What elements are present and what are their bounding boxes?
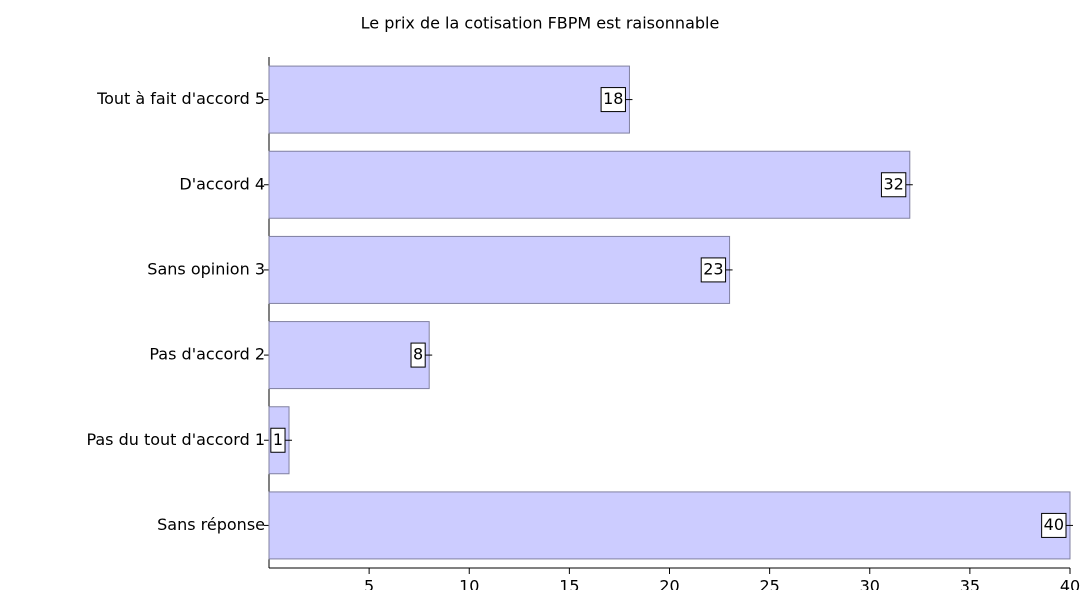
value-label-box	[700, 257, 727, 283]
x-tick-label: 10	[459, 577, 479, 590]
value-label-box	[410, 342, 426, 368]
value-label: 1	[273, 430, 283, 449]
bar	[268, 491, 1071, 560]
value-label-box	[600, 87, 626, 113]
x-tick-label: 15	[559, 577, 579, 590]
x-tick-label: 20	[659, 577, 679, 590]
value-label-box	[270, 427, 286, 453]
x-tick-label: 35	[960, 577, 980, 590]
y-tick-label: D'accord 4	[179, 174, 265, 193]
value-label-box	[880, 172, 907, 198]
bar	[268, 321, 430, 390]
y-tick-label: Sans opinion 3	[147, 259, 265, 278]
bar	[268, 65, 630, 134]
value-label: 23	[703, 259, 723, 278]
y-tick-label: Pas du tout d'accord 1	[86, 430, 265, 449]
bar	[268, 150, 911, 219]
value-label: 32	[883, 174, 903, 193]
value-label: 40	[1044, 515, 1064, 534]
x-tick-label: 30	[860, 577, 880, 590]
chart-title: Le prix de la cotisation FBPM est raison…	[361, 14, 720, 33]
value-label: 18	[603, 89, 623, 108]
x-tick-label: 25	[759, 577, 779, 590]
y-tick-label: Pas d'accord 2	[149, 345, 265, 364]
bar	[268, 235, 731, 304]
value-label: 8	[413, 345, 423, 364]
y-tick-label: Tout à fait d'accord 5	[96, 89, 265, 108]
x-tick-label: 40	[1060, 577, 1080, 590]
value-label-box	[1041, 512, 1067, 538]
y-tick-label: Sans réponse	[157, 515, 265, 534]
x-tick-label: 5	[364, 577, 374, 590]
